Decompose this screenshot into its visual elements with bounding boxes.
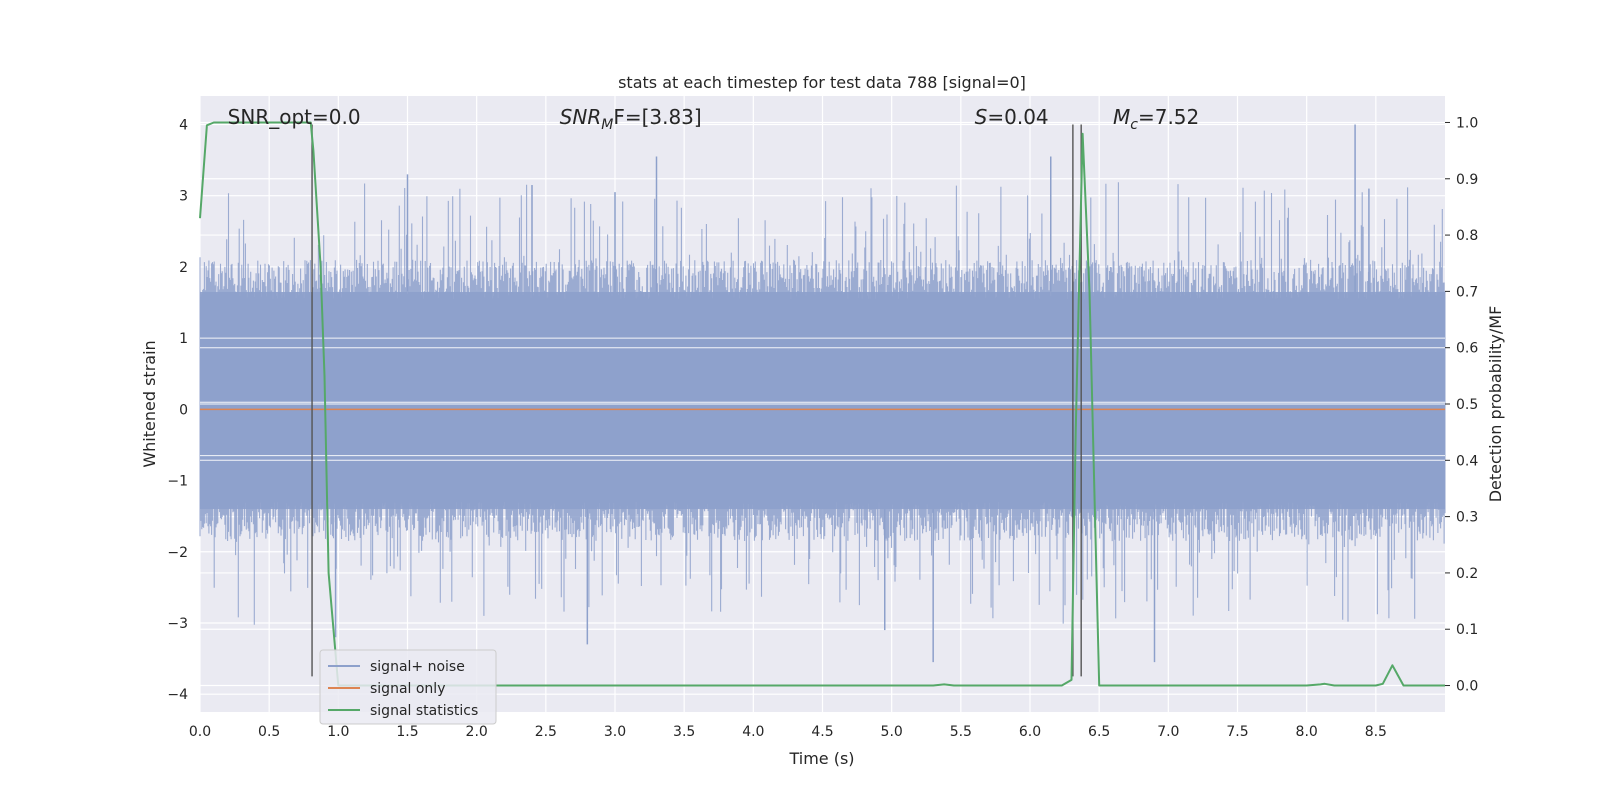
x-tick-label: 6.0 [1019, 724, 1041, 740]
y-axis-title: Whitened strain [140, 340, 159, 467]
legend-label: signal+ noise [370, 659, 465, 675]
y-tick-label: −4 [167, 687, 188, 703]
y2-tick-label: 0.4 [1456, 453, 1478, 469]
x-tick-label: 8.5 [1365, 724, 1387, 740]
y2-tick-label: 0.6 [1456, 341, 1478, 357]
x-tick-label: 3.5 [673, 724, 695, 740]
y-tick-label: 3 [179, 189, 188, 205]
legend: signal+ noise signal only signal statistic… [319, 649, 497, 725]
chart-title: stats at each timestep for test data 788… [618, 73, 1026, 92]
x-axis-ticks: 0.0 0.5 1.0 1.5 2.0 2.5 3.0 3.5 4.0 4.5 5.0 5.5 6.0 6… [189, 724, 1387, 740]
y2-tick-label: 0.5 [1456, 397, 1478, 413]
y2-axis-title: Detection probability/MF [1486, 306, 1505, 503]
y2-tick-label: 0.1 [1456, 622, 1478, 638]
y-tick-label: −3 [167, 616, 188, 632]
x-tick-label: 1.5 [396, 724, 418, 740]
x-tick-label: 4.0 [742, 724, 764, 740]
y2-tick-label: 0.0 [1456, 679, 1478, 695]
noise-dense-band [200, 291, 1445, 510]
y2-axis-ticks: 0.0 0.1 0.2 0.3 0.4 0.5 0.6 0.7 0.8 0.9 1.0 [1445, 115, 1478, 695]
legend-box [319, 649, 497, 725]
y2-tick-label: 0.7 [1456, 284, 1478, 300]
x-tick-label: 4.5 [811, 724, 833, 740]
y-tick-label: −1 [167, 474, 188, 490]
y-axis-ticks: −4 −3 −2 −1 0 1 2 3 4 [167, 117, 188, 703]
annotation-2: SNRMF=[3.83] [560, 105, 702, 133]
x-tick-label: 5.5 [950, 724, 972, 740]
legend-label: signal only [370, 681, 445, 697]
x-tick-label: 6.5 [1088, 724, 1110, 740]
y-tick-label: 2 [179, 260, 188, 276]
y2-tick-label: 0.9 [1456, 172, 1478, 188]
legend-label: signal statistics [370, 703, 478, 719]
x-axis-title: Time (s) [788, 749, 854, 768]
series-signal-noise [199, 124, 1446, 663]
y2-tick-label: 0.2 [1456, 566, 1478, 582]
y2-tick-label: 0.8 [1456, 228, 1478, 244]
x-tick-label: 0.0 [189, 724, 211, 740]
x-tick-label: 3.0 [604, 724, 626, 740]
y-tick-label: 0 [179, 402, 188, 418]
x-tick-label: 2.0 [466, 724, 488, 740]
y2-tick-label: 0.3 [1456, 510, 1478, 526]
y-tick-label: −2 [167, 545, 188, 561]
y-tick-label: 1 [179, 331, 188, 347]
annotation-1: SNR_opt=0.0 [228, 105, 361, 129]
x-tick-label: 0.5 [258, 724, 280, 740]
x-tick-label: 7.0 [1157, 724, 1179, 740]
x-tick-label: 5.0 [881, 724, 903, 740]
x-tick-label: 1.0 [327, 724, 349, 740]
annotations: SNR_opt=0.0 SNRMF=[3.83] S=0.04 Mc=7.52 [228, 105, 1200, 133]
x-tick-label: 7.5 [1226, 724, 1248, 740]
y2-tick-label: 1.0 [1456, 115, 1478, 131]
x-tick-label: 2.5 [535, 724, 557, 740]
signal-statistics-line [199, 121, 1445, 687]
annotation-4: Mc=7.52 [1113, 105, 1199, 133]
x-tick-label: 8.0 [1296, 724, 1318, 740]
annotation-3: S=0.04 [975, 105, 1049, 129]
series-signal-statistics [199, 121, 1445, 687]
y-tick-label: 4 [179, 117, 188, 133]
